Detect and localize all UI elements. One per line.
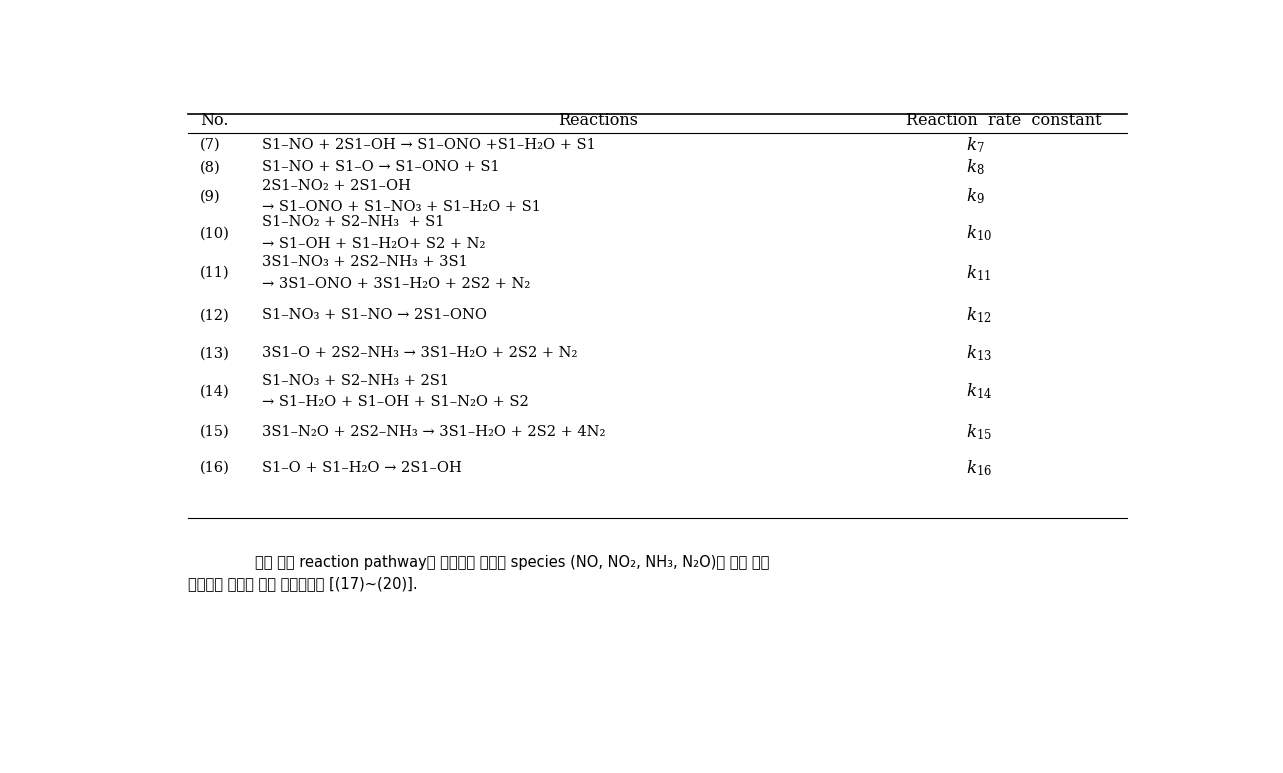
Text: (14): (14) (200, 384, 230, 399)
Text: → S1–ONO + S1–NO₃ + S1–H₂O + S1: → S1–ONO + S1–NO₃ + S1–H₂O + S1 (262, 200, 540, 214)
Text: S1–NO₂ + S2–NH₃  + S1: S1–NO₂ + S2–NH₃ + S1 (262, 216, 444, 230)
Text: (16): (16) (200, 461, 230, 475)
Text: S1–NO₃ + S1–NO → 2S1–ONO: S1–NO₃ + S1–NO → 2S1–ONO (262, 308, 486, 322)
Text: → 3S1–ONO + 3S1–H₂O + 2S2 + N₂: → 3S1–ONO + 3S1–H₂O + 2S2 + N₂ (262, 277, 530, 291)
Text: S1–O + S1–H₂O → 2S1–OH: S1–O + S1–H₂O → 2S1–OH (262, 461, 462, 475)
Text: $k_{11}$: $k_{11}$ (966, 264, 990, 283)
Text: $k_{16}$: $k_{16}$ (966, 458, 992, 478)
Text: (8): (8) (200, 160, 221, 174)
Text: S1–NO₃ + S2–NH₃ + 2S1: S1–NO₃ + S2–NH₃ + 2S1 (262, 374, 449, 388)
Text: (7): (7) (200, 138, 221, 152)
Text: (9): (9) (200, 189, 221, 203)
Text: 3S1–NO₃ + 2S2–NH₃ + 3S1: 3S1–NO₃ + 2S2–NH₃ + 3S1 (262, 255, 467, 269)
Text: (11): (11) (200, 266, 230, 280)
Text: 3S1–N₂O + 2S2–NH₃ → 3S1–H₂O + 2S2 + 4N₂: 3S1–N₂O + 2S2–NH₃ → 3S1–H₂O + 2S2 + 4N₂ (262, 425, 606, 439)
Text: S1–NO + 2S1–OH → S1–ONO +S1–H₂O + S1: S1–NO + 2S1–OH → S1–ONO +S1–H₂O + S1 (262, 138, 595, 152)
Text: → S1–H₂O + S1–OH + S1–N₂O + S2: → S1–H₂O + S1–OH + S1–N₂O + S2 (262, 395, 529, 410)
Text: $k_{15}$: $k_{15}$ (966, 422, 992, 442)
Text: (13): (13) (200, 346, 230, 360)
Text: S1–NO + S1–O → S1–ONO + S1: S1–NO + S1–O → S1–ONO + S1 (262, 160, 499, 174)
Text: $k_{14}$: $k_{14}$ (966, 382, 992, 401)
Text: $k_{12}$: $k_{12}$ (966, 305, 992, 325)
Text: $k_{13}$: $k_{13}$ (966, 344, 992, 363)
Text: (10): (10) (200, 226, 230, 240)
Text: $k_{8}$: $k_{8}$ (966, 158, 984, 177)
Text: $k_{7}$: $k_{7}$ (966, 135, 984, 155)
Text: Reaction  rate  constant: Reaction rate constant (906, 111, 1101, 128)
Text: 이와 같은 reaction pathway를 바탕으로 각각의 species (NO, NO₂, NH₃, N₂O)에 대한 반응: 이와 같은 reaction pathway를 바탕으로 각각의 species… (255, 556, 770, 570)
Text: 2S1–NO₂ + 2S1–OH: 2S1–NO₂ + 2S1–OH (262, 179, 411, 192)
Text: → S1–OH + S1–H₂O+ S2 + N₂: → S1–OH + S1–H₂O+ S2 + N₂ (262, 237, 485, 251)
Text: Reactions: Reactions (558, 111, 638, 128)
Text: $k_{10}$: $k_{10}$ (966, 223, 992, 243)
Text: 속도식을 아래와 같이 유도하였다 [(17)~(20)].: 속도식을 아래와 같이 유도하였다 [(17)~(20)]. (189, 577, 418, 591)
Text: (12): (12) (200, 308, 230, 322)
Text: 3S1–O + 2S2–NH₃ → 3S1–H₂O + 2S2 + N₂: 3S1–O + 2S2–NH₃ → 3S1–H₂O + 2S2 + N₂ (262, 346, 577, 360)
Text: $k_{9}$: $k_{9}$ (966, 186, 984, 206)
Text: (15): (15) (200, 425, 230, 439)
Text: No.: No. (200, 111, 228, 128)
